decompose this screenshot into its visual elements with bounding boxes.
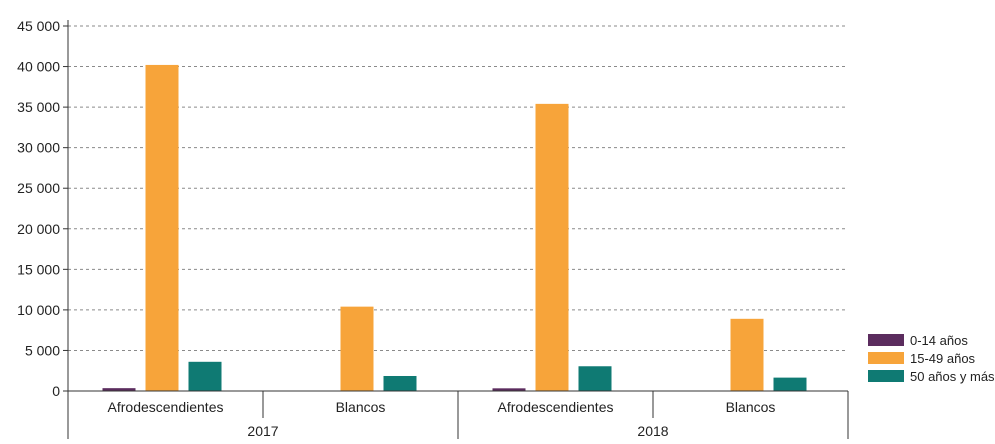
legend-swatch [868, 334, 904, 346]
category-label: Afrodescendientes [108, 399, 224, 415]
bar-2-2 [578, 366, 612, 391]
legend-swatch [868, 370, 904, 382]
bar-0-2 [188, 361, 222, 391]
y-tick-label: 40 000 [17, 59, 60, 75]
legend-label: 50 años y más [910, 369, 995, 384]
legend-swatch [868, 352, 904, 364]
group-label: 2017 [247, 423, 278, 439]
y-tick-label: 30 000 [17, 140, 60, 156]
grid-lines [68, 25, 848, 351]
bar-1-2 [383, 375, 417, 391]
y-tick-label: 15 000 [17, 261, 60, 277]
y-tick-label: 45 000 [17, 18, 60, 34]
bar-3-2 [773, 377, 807, 391]
legend-label: 15-49 años [910, 351, 976, 366]
legend-label: 0-14 años [910, 333, 968, 348]
bar-0-0 [102, 388, 136, 391]
y-tick-label: 0 [52, 383, 60, 399]
bar-2-0 [492, 388, 526, 391]
y-tick-label: 10 000 [17, 302, 60, 318]
y-tick-label: 5 000 [25, 342, 60, 358]
legend: 0-14 años 15-49 años 50 años y más [868, 333, 995, 384]
bar-0-1 [145, 64, 179, 391]
y-tick-label: 25 000 [17, 180, 60, 196]
category-label: Afrodescendientes [498, 399, 614, 415]
axes [67, 20, 849, 439]
y-tick-label: 35 000 [17, 99, 60, 115]
bars [102, 64, 807, 392]
y-axis-ticks: 0 5 000 10 000 15 000 20 000 25 000 30 000 35 0… [17, 18, 68, 399]
group-label: 2018 [637, 423, 668, 439]
x-axis-labels: Afrodescendientes Blancos Afrodescendiente… [108, 399, 776, 439]
bar-1-1 [340, 306, 374, 391]
category-label: Blancos [726, 399, 776, 415]
bar-2-1 [535, 103, 569, 391]
category-label: Blancos [336, 399, 386, 415]
bar-3-1 [730, 318, 764, 391]
y-tick-label: 20 000 [17, 221, 60, 237]
